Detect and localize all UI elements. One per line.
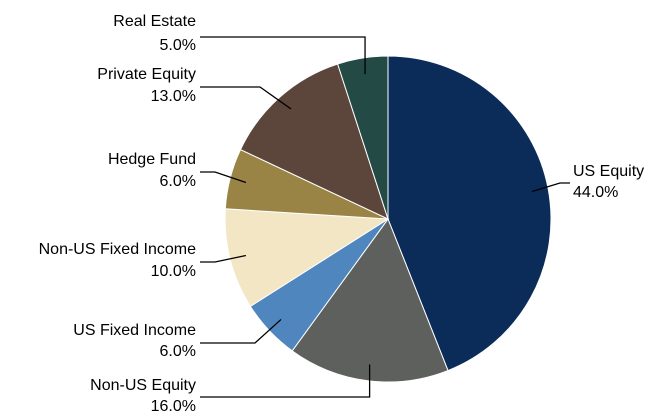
slice-value-label: 5.0% (160, 37, 196, 54)
slice-value-label: 6.0% (160, 343, 196, 360)
pie-slice (239, 63, 389, 220)
slice-label: US Equity (573, 163, 644, 180)
leader-line (200, 171, 247, 184)
slice-label: Non-US Equity (90, 377, 196, 394)
slice-value-label: 13.0% (151, 88, 196, 105)
slice-label: US Fixed Income (73, 322, 196, 339)
slice-value-label: 6.0% (160, 173, 196, 190)
leader-line (200, 318, 282, 344)
leader-line (200, 86, 292, 110)
leader-line (200, 36, 366, 75)
slice-label: Non-US Fixed Income (39, 241, 196, 258)
slice-value-label: 10.0% (151, 263, 196, 280)
slice-label: Hedge Fund (108, 151, 196, 168)
pie-slice (291, 217, 449, 383)
leader-line (200, 364, 371, 398)
pie-slice (336, 55, 389, 220)
slice-value-label: 44.0% (573, 184, 618, 201)
slice-value-label: 16.0% (151, 398, 196, 415)
slice-label: Private Equity (97, 66, 196, 83)
leader-line (200, 254, 247, 263)
pie-slice (224, 208, 390, 308)
slice-label: Real Estate (113, 13, 196, 30)
pie-slice (387, 55, 552, 372)
leader-line (531, 182, 570, 193)
